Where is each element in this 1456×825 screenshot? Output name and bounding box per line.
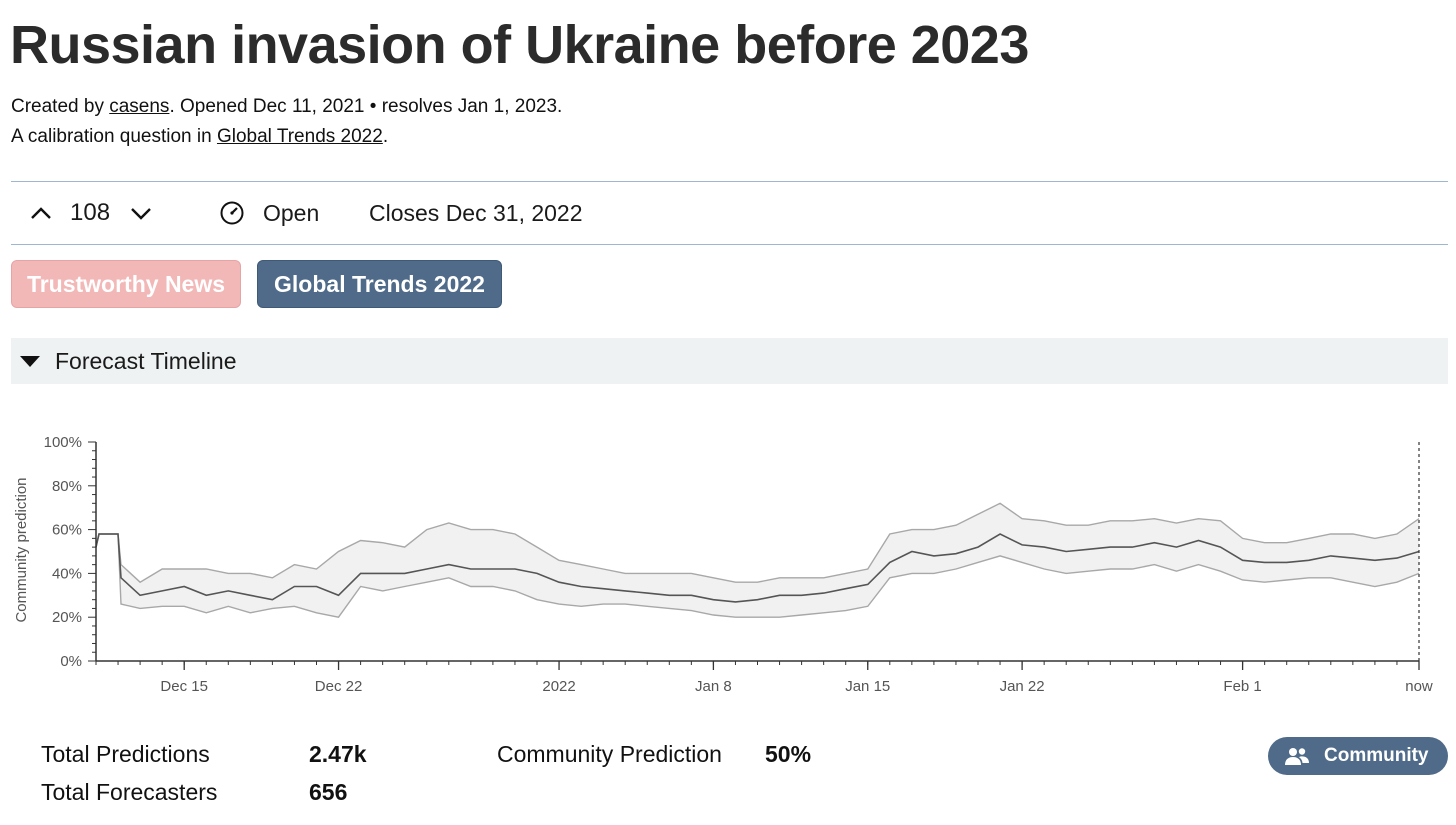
y-tick-label: 20% — [52, 609, 82, 626]
confidence-band — [96, 503, 1419, 618]
upper-quartile-line — [95, 502, 1420, 584]
question-calibration-line: A calibration question in Global Trends … — [11, 126, 388, 148]
users-icon — [1284, 746, 1310, 766]
median-line — [95, 533, 1420, 603]
lower-quartile-line — [95, 533, 1420, 618]
forecast-timeline-toggle[interactable]: Forecast Timeline — [11, 338, 1448, 384]
x-tick-label: Dec 15 — [160, 678, 208, 695]
total-predictions-value: 2.47k — [309, 741, 367, 767]
gauge-icon — [219, 182, 245, 244]
x-tick-label: Jan 8 — [695, 678, 732, 695]
total-forecasters-value: 656 — [309, 779, 348, 805]
vote-count: 108 — [70, 199, 111, 226]
forecast-timeline-chart: 0% 20% 40% 60% 80% 100% Dec 15 Dec 22 2022 Jan 8 J… — [13, 434, 1433, 695]
chevron-down-icon — [131, 208, 151, 220]
y-tick-label: 80% — [52, 478, 82, 495]
x-tick-label: Jan 22 — [1000, 678, 1045, 695]
question-meta-line: Created by casens. Opened Dec 11, 2021 •… — [11, 96, 562, 118]
community-button[interactable]: Community — [1268, 737, 1448, 775]
upvote-button[interactable] — [29, 182, 53, 244]
y-tick-label: 40% — [52, 565, 82, 582]
question-title: Russian invasion of Ukraine before 2023 — [10, 15, 1029, 75]
community-prediction-value: 50% — [765, 741, 812, 767]
x-tick-label: now — [1405, 678, 1433, 695]
status-text: Open — [263, 199, 320, 226]
chevron-up-icon — [31, 207, 51, 219]
y-tick-label: 100% — [44, 434, 82, 451]
section-title: Forecast Timeline — [55, 347, 237, 374]
closes-date: Closes Dec 31, 2022 — [369, 199, 583, 226]
opened-text: . Opened Dec 11, 2021 • resolves Jan 1, … — [169, 96, 563, 117]
tag-trustworthy-news[interactable]: Trustworthy News — [11, 260, 241, 308]
author-link[interactable]: casens — [109, 96, 170, 117]
calibration-prefix: A calibration question in — [11, 126, 212, 147]
x-tick-label: Dec 22 — [315, 678, 363, 695]
question-toolbar: 108 Open Closes Dec 31, 2022 — [11, 181, 1448, 245]
x-tick-label: Feb 1 — [1223, 678, 1261, 695]
total-forecasters-label: Total Forecasters — [41, 779, 218, 805]
y-tick-label: 0% — [60, 653, 82, 670]
tag-global-trends-2022[interactable]: Global Trends 2022 — [257, 260, 502, 308]
downvote-button[interactable] — [129, 182, 153, 244]
community-prediction-label: Community Prediction — [497, 741, 722, 767]
y-tick-label: 60% — [52, 522, 82, 539]
total-predictions-label: Total Predictions — [41, 741, 210, 767]
x-tick-label: 2022 — [542, 678, 575, 695]
collapse-triangle-icon — [20, 355, 40, 367]
community-button-label: Community — [1324, 745, 1429, 766]
calibration-suffix: . — [382, 126, 389, 147]
x-tick-label: Jan 15 — [845, 678, 890, 695]
y-axis-label: Community prediction — [13, 477, 30, 622]
project-link[interactable]: Global Trends 2022 — [216, 126, 383, 147]
created-by-prefix: Created by — [11, 96, 104, 117]
